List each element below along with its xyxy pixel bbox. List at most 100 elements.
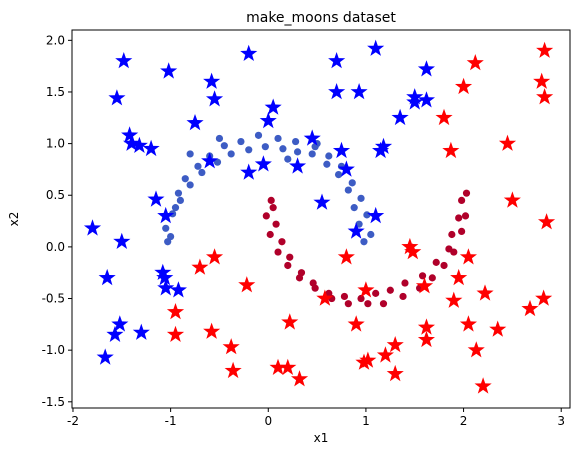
star-point — [367, 39, 385, 56]
star-point — [404, 243, 422, 260]
star-point — [359, 351, 377, 368]
star-point — [401, 237, 419, 255]
dot-point — [340, 292, 349, 301]
dot-point — [254, 131, 263, 139]
dot-point — [448, 230, 456, 239]
y-tick-label: 2.0 — [46, 33, 65, 47]
star-point — [489, 320, 507, 337]
dot-point — [323, 160, 331, 168]
star-point — [313, 193, 331, 210]
star-point — [291, 370, 309, 387]
dot-point — [418, 272, 427, 280]
dot-point — [372, 289, 380, 297]
star-point — [417, 318, 435, 335]
x-tick-label: 3 — [557, 414, 565, 428]
star-point — [442, 141, 460, 159]
x-tick-label: 0 — [264, 414, 272, 428]
star-point — [142, 139, 160, 157]
star-point — [203, 72, 221, 89]
star-point — [538, 213, 556, 230]
y-tick-label: -1.5 — [42, 395, 65, 409]
star-point — [269, 358, 287, 375]
dot-point — [194, 162, 202, 170]
star-point — [391, 108, 409, 126]
dot-point — [344, 300, 352, 308]
star-point — [191, 258, 209, 275]
star-point — [386, 336, 404, 353]
star-point — [206, 248, 224, 265]
star-point — [156, 268, 174, 286]
star-point — [157, 279, 175, 296]
dot-point — [458, 196, 466, 205]
star-point — [332, 141, 351, 159]
y-tick-label: 0.5 — [46, 188, 65, 202]
star-point — [254, 155, 272, 172]
dot-point — [284, 261, 292, 270]
dot-point — [267, 196, 275, 205]
star-point — [132, 323, 150, 340]
dot-point — [198, 168, 206, 177]
dot-point — [174, 189, 183, 197]
star-point — [386, 364, 404, 382]
star-point — [435, 108, 453, 126]
star-point — [328, 83, 346, 100]
dot-point — [308, 150, 316, 158]
dot-point — [295, 274, 304, 282]
x-tick-label: 2 — [460, 414, 468, 428]
star-point — [415, 277, 434, 294]
star-point — [166, 325, 185, 342]
star-point — [466, 54, 484, 71]
dot-point — [293, 148, 302, 156]
dot-point — [220, 142, 228, 150]
dot-point — [215, 134, 224, 143]
dot-point — [272, 220, 280, 228]
star-point — [201, 152, 219, 169]
dot-point — [311, 284, 319, 292]
star-point — [535, 289, 553, 306]
star-point — [121, 126, 139, 143]
dot-point — [367, 230, 375, 239]
star-point — [281, 313, 299, 330]
star-point — [147, 190, 165, 207]
dot-point — [458, 227, 466, 235]
star-point — [123, 134, 141, 151]
dot-point — [401, 279, 409, 287]
y-tick-label: -0.5 — [42, 292, 65, 306]
star-point — [357, 281, 375, 298]
y-tick-label: 0.0 — [46, 240, 65, 254]
star-point — [406, 88, 424, 105]
dot-point — [176, 196, 184, 205]
dot-point — [363, 211, 371, 219]
star-point — [474, 377, 492, 394]
dot-point — [269, 204, 277, 212]
dot-point — [350, 204, 358, 212]
dot-point — [261, 143, 269, 151]
dot-point — [262, 212, 270, 220]
x-tick-label: 1 — [362, 414, 370, 428]
dot-point — [432, 258, 440, 266]
star-point — [108, 89, 126, 106]
star-point — [445, 291, 463, 308]
star-point — [455, 77, 473, 95]
chart-title: make_moons dataset — [246, 10, 396, 26]
star-point — [498, 134, 517, 151]
dot-point — [186, 150, 194, 158]
plot-area — [83, 39, 556, 394]
star-point — [98, 268, 116, 286]
dot-point — [274, 248, 282, 256]
star-point — [240, 44, 258, 61]
dot-point — [278, 238, 286, 246]
dot-point — [455, 214, 463, 222]
star-point — [347, 222, 365, 239]
star-point — [367, 206, 385, 224]
star-point — [166, 303, 185, 320]
star-point — [279, 358, 297, 375]
dot-point — [164, 238, 172, 246]
star-point — [337, 248, 355, 265]
star-point — [328, 52, 346, 69]
dot-point — [386, 286, 394, 294]
y-tick-label: 1.5 — [46, 85, 65, 99]
dot-point — [379, 300, 388, 308]
dot-point — [286, 253, 294, 261]
